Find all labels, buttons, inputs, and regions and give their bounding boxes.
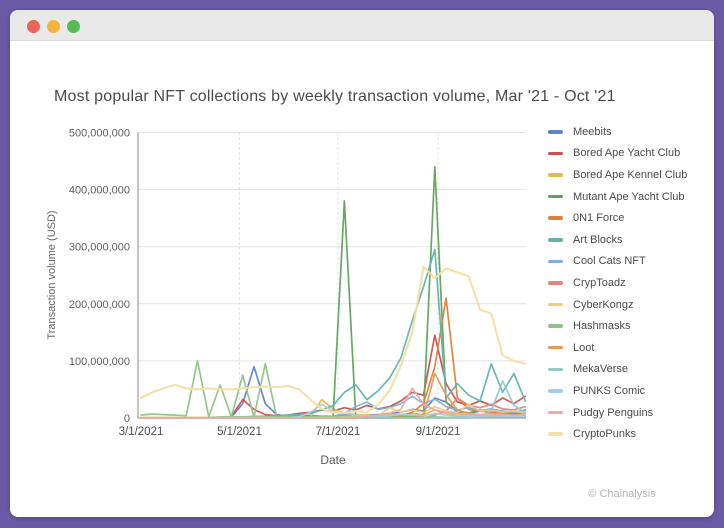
legend-label: CrypToadz: [573, 276, 626, 289]
legend-label: Bored Ape Yacht Club: [573, 147, 681, 160]
attribution: © Chainalysis: [588, 488, 656, 500]
legend-label: 0N1 Force: [573, 212, 625, 225]
legend-item[interactable]: Loot: [548, 337, 687, 359]
legend-swatch: [548, 410, 563, 415]
legend-item[interactable]: Bored Ape Yacht Club: [548, 143, 687, 165]
legend-item[interactable]: Cool Cats NFT: [548, 251, 687, 273]
legend-swatch: [548, 130, 563, 134]
legend-label: CyberKongz: [573, 298, 634, 311]
legend-item[interactable]: Mutant Ape Yacht Club: [548, 186, 687, 208]
legend-swatch: [548, 367, 563, 372]
legend-item[interactable]: MekaVerse: [548, 359, 687, 381]
legend-item[interactable]: Bored Ape Kennel Club: [548, 164, 687, 186]
svg-text:0: 0: [124, 413, 130, 425]
legend-swatch: [548, 345, 563, 350]
legend-swatch: [548, 389, 563, 393]
legend-swatch: [548, 281, 563, 285]
svg-text:100,000,000: 100,000,000: [69, 356, 130, 368]
legend-swatch: [548, 259, 563, 264]
minimize-button[interactable]: [47, 20, 60, 33]
svg-text:400,000,000: 400,000,000: [69, 185, 130, 197]
svg-text:9/1/2021: 9/1/2021: [416, 426, 461, 438]
svg-text:300,000,000: 300,000,000: [69, 242, 130, 254]
legend-item[interactable]: 0N1 Force: [548, 207, 687, 229]
legend-item[interactable]: Meebits: [548, 121, 687, 143]
legend-item[interactable]: CrypToadz: [548, 272, 687, 294]
legend-swatch: [548, 173, 563, 177]
legend-label: MekaVerse: [573, 363, 629, 376]
legend-label: Mutant Ape Yacht Club: [573, 190, 685, 203]
legend-swatch: [548, 151, 563, 156]
legend-label: Pudgy Penguins: [573, 406, 654, 419]
chart-title: Most popular NFT collections by weekly t…: [54, 88, 616, 105]
legend-item[interactable]: Pudgy Penguins: [548, 402, 687, 424]
svg-text:5/1/2021: 5/1/2021: [217, 426, 262, 438]
close-button[interactable]: [27, 20, 40, 33]
chart-legend: Meebits Bored Ape Yacht Club Bored Ape Ken…: [548, 121, 687, 445]
legend-swatch: [548, 324, 563, 328]
x-axis-title: Date: [320, 453, 346, 467]
app-window: Most popular NFT collections by weekly t…: [10, 10, 714, 517]
window-titlebar: [10, 10, 714, 41]
chart-canvas: 0 100,000,000 200,000,000 300,000,000 400,00…: [69, 128, 527, 438]
legend-item[interactable]: CryptoPunks: [548, 423, 687, 445]
legend-label: Loot: [573, 341, 595, 354]
legend-item[interactable]: PUNKS Comic: [548, 380, 687, 402]
legend-label: CryptoPunks: [573, 428, 636, 441]
legend-label: Bored Ape Kennel Club: [573, 168, 688, 181]
legend-swatch: [548, 216, 563, 220]
legend-swatch: [548, 194, 563, 199]
svg-text:3/1/2021: 3/1/2021: [119, 426, 164, 438]
legend-swatch: [548, 302, 563, 307]
legend-swatch: [548, 432, 563, 436]
legend-label: Art Blocks: [573, 233, 623, 246]
legend-label: Meebits: [573, 125, 612, 138]
svg-text:7/1/2021: 7/1/2021: [316, 426, 361, 438]
maximize-button[interactable]: [67, 20, 80, 33]
svg-text:500,000,000: 500,000,000: [69, 128, 130, 140]
legend-item[interactable]: Art Blocks: [548, 229, 687, 251]
legend-label: Cool Cats NFT: [573, 255, 646, 268]
legend-item[interactable]: Hashmasks: [548, 315, 687, 337]
legend-swatch: [548, 238, 563, 242]
legend-label: Hashmasks: [573, 320, 631, 333]
legend-item[interactable]: CyberKongz: [548, 294, 687, 316]
svg-text:200,000,000: 200,000,000: [69, 299, 130, 311]
legend-label: PUNKS Comic: [573, 384, 646, 397]
